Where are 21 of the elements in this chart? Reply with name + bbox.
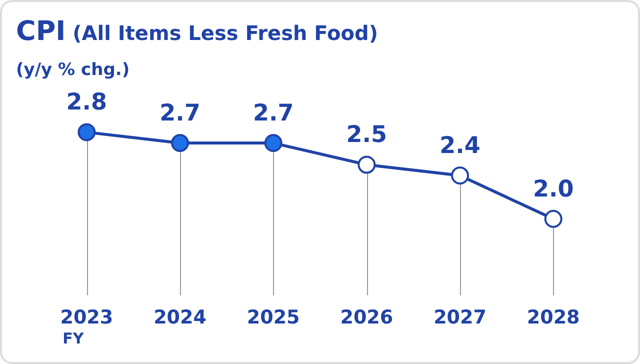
data-label: 2.4 (440, 133, 480, 160)
x-tick-label: 2027 (434, 306, 486, 329)
point (544, 210, 562, 228)
chart-title: CPI (All Items Less Fresh Food) (16, 16, 378, 47)
data-label: 2.7 (160, 100, 200, 127)
data-label: 2.8 (66, 90, 108, 116)
data-label: 2.5 (346, 122, 388, 148)
point (358, 156, 376, 174)
point (171, 134, 189, 152)
point (78, 123, 96, 142)
point (264, 134, 282, 152)
chart-subtitle: (y/y % chg.) (16, 60, 130, 80)
text: FY (62, 330, 85, 348)
x-tick-label: 2028 (526, 306, 580, 329)
x-tick-label: 2025 (246, 306, 300, 329)
x-tick-label: 2026 (340, 306, 394, 329)
data-label: 2.0 (532, 176, 574, 202)
data-label: 2.7 (252, 100, 294, 127)
x-tick-label: 2024 (154, 306, 206, 329)
x-tick-label: 2023 (60, 306, 114, 329)
point (451, 166, 469, 185)
